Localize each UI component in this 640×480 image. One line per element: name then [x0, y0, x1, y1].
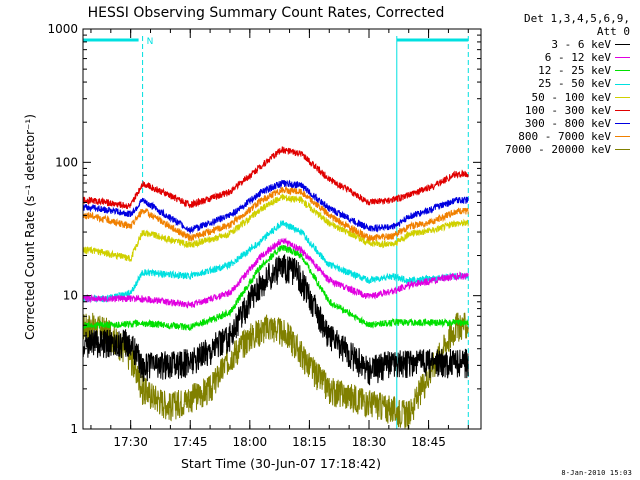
legend-label: 6 - 12 keV	[544, 51, 611, 65]
y-tick-label: 10	[63, 289, 78, 303]
legend-label: 50 - 100 keV	[531, 90, 611, 104]
legend-swatch	[615, 122, 630, 124]
legend-swatch	[615, 57, 630, 59]
plot-timestamp: 8-Jan-2010 15:03	[561, 469, 632, 477]
legend-swatch	[615, 83, 630, 85]
legend-swatch	[615, 109, 630, 111]
series-line	[82, 312, 469, 430]
legend-entry: 12 - 25 keV	[505, 64, 630, 77]
legend-swatch	[615, 135, 630, 137]
series-line	[82, 244, 469, 332]
legend-label: 3 - 6 keV	[551, 38, 611, 52]
legend-entry: 25 - 50 keV	[505, 77, 630, 90]
legend-header: Det 1,3,4,5,6,9, Att 0	[505, 12, 630, 38]
legend-header-attenuator: Att 0	[596, 25, 630, 39]
x-axis-title: Start Time (30-Jun-07 17:18:42)	[181, 456, 381, 471]
x-tick-label: 17:45	[173, 435, 208, 449]
axes-layer: 1 10 100 1000 17:30 17:45 18:00 18:15 18:30 18:45	[47, 22, 481, 449]
legend-swatch	[615, 148, 630, 150]
x-tick-label: 18:30	[352, 435, 387, 449]
legend-entry: 6 - 12 keV	[505, 51, 630, 64]
series-line	[82, 185, 469, 242]
y-tick-label: 1	[70, 422, 78, 436]
night-annotation: N	[147, 37, 154, 47]
series-line	[82, 146, 469, 210]
legend-label: 7000 - 20000 keV	[505, 142, 611, 156]
plot-frame	[82, 28, 482, 430]
legend-label: 25 - 50 keV	[538, 77, 611, 91]
y-axis-title: Corrected Count Rate (s⁻¹ detector⁻¹)	[23, 114, 37, 340]
legend-label: 300 - 800 keV	[524, 116, 611, 130]
x-tick-label: 18:45	[411, 435, 446, 449]
x-tick-label: 18:15	[292, 435, 327, 449]
legend-label: 100 - 300 keV	[524, 103, 611, 117]
legend-entry: 300 - 800 keV	[505, 117, 630, 130]
legend-swatch	[615, 70, 630, 72]
series-layer	[82, 146, 469, 430]
legend-swatch	[615, 96, 630, 98]
legend-entry: 100 - 300 keV	[505, 104, 630, 117]
legend-entry: 7000 - 20000 keV	[505, 143, 630, 156]
y-tick-label: 100	[55, 155, 78, 169]
legend-swatch	[615, 44, 630, 46]
legend-label: 12 - 25 keV	[538, 64, 611, 78]
series-line	[82, 237, 469, 309]
series-line	[82, 179, 469, 234]
legend-entry: 3 - 6 keV	[505, 38, 630, 51]
series-line	[82, 254, 469, 386]
legend-entry: 50 - 100 keV	[505, 91, 630, 104]
legend-label: 800 - 7000 keV	[518, 129, 611, 143]
legend-header-detectors: Det 1,3,4,5,6,9,	[524, 12, 630, 25]
series-line	[82, 220, 469, 303]
x-tick-label: 17:30	[113, 435, 148, 449]
x-tick-label: 18:00	[233, 435, 268, 449]
chart-title: HESSI Observing Summary Count Rates, Cor…	[88, 5, 445, 21]
y-tick-label: 1000	[47, 22, 78, 36]
legend-entry: 800 - 7000 keV	[505, 130, 630, 143]
legend: Det 1,3,4,5,6,9, Att 0 3 - 6 keV 6 - 12 k…	[505, 12, 630, 156]
legend-rows: 3 - 6 keV 6 - 12 keV 12 - 25 keV 25 - 50 ke…	[505, 38, 630, 156]
series-line	[82, 193, 469, 262]
